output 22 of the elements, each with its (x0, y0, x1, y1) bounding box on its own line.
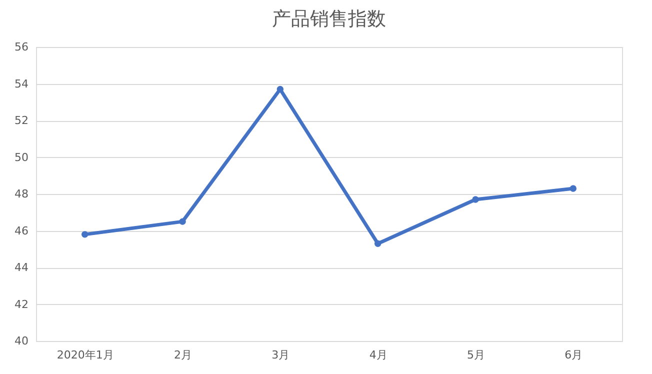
chart-title: 产品销售指数 (272, 8, 386, 30)
y-tick-label: 44 (14, 261, 28, 274)
point (179, 218, 186, 225)
y-tick-label: 52 (14, 114, 28, 127)
point (570, 185, 577, 192)
y-tick-label: 54 (14, 77, 28, 90)
y-tick-label: 46 (14, 224, 28, 238)
point (374, 240, 382, 247)
point (276, 86, 284, 93)
y-tick-label: 50 (14, 150, 28, 164)
y-tick-label: 40 (14, 334, 28, 348)
y-tick-label: 56 (14, 40, 28, 54)
x-tick-label: 3月 (272, 348, 290, 362)
y-tick-label: 48 (14, 188, 28, 200)
point (81, 231, 88, 238)
x-tick-label: 6月 (564, 348, 583, 362)
y-tick-label: 42 (14, 298, 28, 311)
x-tick-label: 2020年1月 (56, 348, 114, 362)
x-tick-label: 2月 (174, 348, 192, 362)
x-tick-label: 5月 (467, 348, 485, 362)
point (472, 196, 479, 203)
x-tick-label: 4月 (369, 348, 388, 362)
